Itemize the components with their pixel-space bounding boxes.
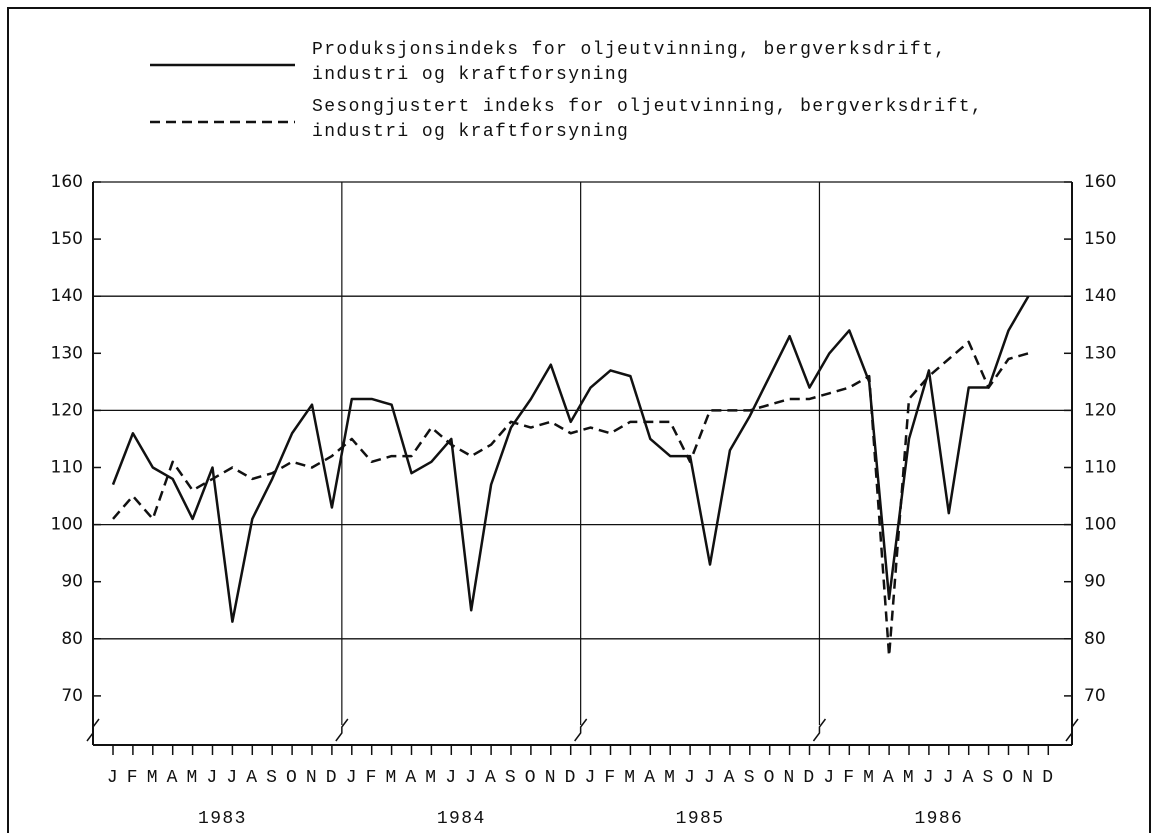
y-tick-label: 130 bbox=[51, 343, 83, 363]
x-tick-label: A bbox=[246, 768, 258, 788]
x-tick-label: M bbox=[425, 768, 437, 788]
year-label: 1984 bbox=[437, 809, 486, 829]
year-label: 1983 bbox=[198, 809, 247, 829]
x-tick-label: M bbox=[385, 768, 397, 788]
y-tick-label: 110 bbox=[51, 457, 83, 477]
x-tick-label: N bbox=[783, 768, 795, 788]
y2-tick-label: 130 bbox=[1084, 343, 1116, 363]
x-tick-label: D bbox=[1042, 768, 1054, 788]
x-tick-label: O bbox=[764, 768, 776, 788]
x-tick-label: J bbox=[206, 768, 218, 788]
y-tick-label: 90 bbox=[61, 572, 83, 592]
x-tick-label: D bbox=[803, 768, 815, 788]
x-tick-label: A bbox=[963, 768, 975, 788]
x-tick-label: M bbox=[863, 768, 875, 788]
x-tick-label: A bbox=[405, 768, 417, 788]
x-tick-label: D bbox=[565, 768, 577, 788]
x-tick-label: F bbox=[843, 768, 855, 788]
x-tick-label: J bbox=[465, 768, 477, 788]
x-tick-label: A bbox=[724, 768, 736, 788]
y-tick-label: 150 bbox=[51, 229, 83, 249]
x-tick-label: J bbox=[943, 768, 955, 788]
x-tick-label: A bbox=[644, 768, 656, 788]
x-tick-label: F bbox=[366, 768, 378, 788]
x-tick-label: S bbox=[505, 768, 517, 788]
y-tick-label: 100 bbox=[51, 515, 83, 535]
y2-tick-label: 90 bbox=[1084, 572, 1106, 592]
x-tick-label: N bbox=[306, 768, 318, 788]
x-tick-label: D bbox=[326, 768, 338, 788]
legend-text: Sesongjustert indeks for oljeutvinning, … bbox=[312, 97, 984, 142]
y-tick-label: 120 bbox=[51, 400, 83, 420]
axis-break bbox=[812, 718, 827, 742]
x-tick-label: M bbox=[624, 768, 636, 788]
x-tick-label: J bbox=[226, 768, 238, 788]
x-tick-label: M bbox=[186, 768, 198, 788]
x-tick-label: O bbox=[286, 768, 298, 788]
x-tick-label: N bbox=[545, 768, 557, 788]
axis-break bbox=[86, 718, 100, 742]
x-tick-label: O bbox=[525, 768, 537, 788]
x-tick-label: N bbox=[1022, 768, 1034, 788]
x-tick-label: M bbox=[147, 768, 159, 788]
x-tick-label: J bbox=[823, 768, 835, 788]
y2-tick-label: 110 bbox=[1084, 457, 1116, 477]
y-tick-label: 140 bbox=[51, 286, 83, 306]
y-tick-label: 70 bbox=[61, 686, 83, 706]
axis-break bbox=[335, 718, 349, 742]
axis-break bbox=[574, 718, 588, 742]
y2-tick-label: 120 bbox=[1084, 400, 1116, 420]
x-tick-label: J bbox=[584, 768, 596, 788]
axis-break bbox=[1065, 718, 1079, 742]
y2-tick-label: 140 bbox=[1084, 286, 1116, 306]
year-label: 1986 bbox=[914, 809, 963, 829]
y2-tick-label: 80 bbox=[1084, 629, 1106, 649]
y2-tick-label: 100 bbox=[1084, 515, 1116, 535]
x-tick-label: O bbox=[1002, 768, 1014, 788]
legend-text: Produksjonsindeks for oljeutvinning, ber… bbox=[312, 40, 947, 85]
x-tick-label: F bbox=[604, 768, 616, 788]
series-line bbox=[112, 340, 1029, 658]
x-tick-label: J bbox=[684, 768, 696, 788]
x-tick-label: J bbox=[346, 768, 358, 788]
x-tick-label: F bbox=[127, 768, 139, 788]
x-tick-label: M bbox=[664, 768, 676, 788]
x-tick-label: A bbox=[167, 768, 179, 788]
y2-tick-label: 150 bbox=[1084, 229, 1116, 249]
frame bbox=[7, 7, 1151, 833]
x-tick-label: S bbox=[744, 768, 756, 788]
x-tick-label: J bbox=[445, 768, 457, 788]
y2-tick-label: 70 bbox=[1084, 686, 1106, 706]
x-tick-label: J bbox=[704, 768, 716, 788]
x-tick-label: M bbox=[903, 768, 915, 788]
x-tick-label: S bbox=[266, 768, 278, 788]
x-tick-label: J bbox=[923, 768, 935, 788]
x-tick-label: S bbox=[982, 768, 994, 788]
y2-tick-label: 160 bbox=[1084, 172, 1116, 192]
y-tick-label: 80 bbox=[61, 629, 83, 649]
x-tick-label: A bbox=[485, 768, 497, 788]
y-tick-label: 160 bbox=[51, 172, 83, 192]
year-label: 1985 bbox=[676, 809, 725, 829]
x-tick-label: A bbox=[883, 768, 895, 788]
series-line bbox=[111, 295, 1030, 623]
x-tick-label: J bbox=[107, 768, 119, 788]
